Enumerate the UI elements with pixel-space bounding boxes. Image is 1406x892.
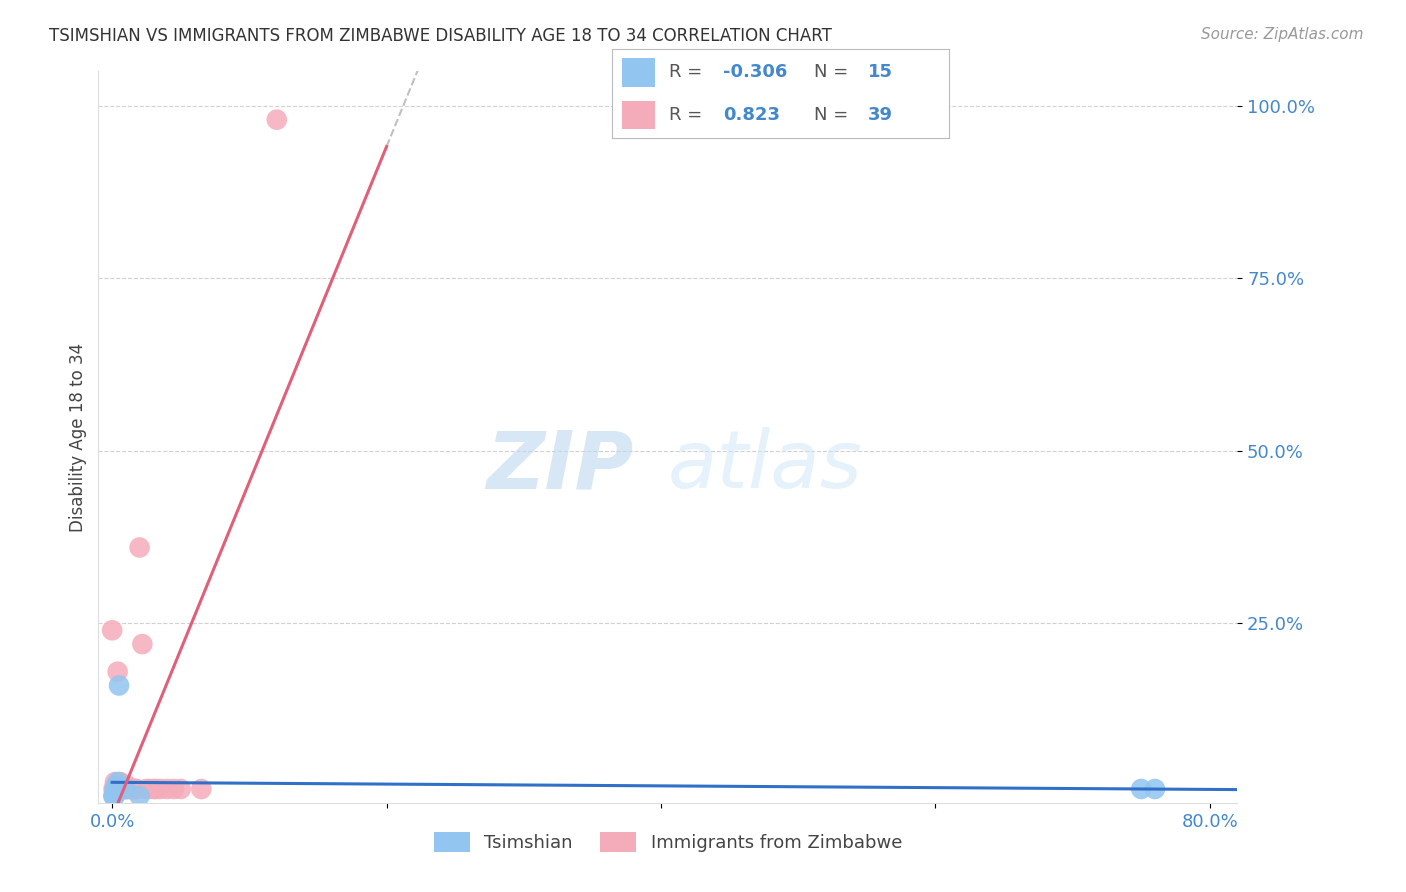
Point (190, 782, 212, 797)
Point (128, 789, 150, 803)
Bar (621, 101, 655, 129)
Point (121, 782, 143, 797)
Point (131, 637, 153, 651)
Point (105, 779, 128, 793)
Point (103, 789, 125, 803)
Point (156, 782, 179, 797)
Point (145, 782, 167, 797)
Point (115, 782, 138, 797)
Point (1130, 782, 1153, 797)
Point (149, 782, 172, 797)
Point (108, 678, 131, 692)
Point (266, 112, 288, 127)
Text: TSIMSHIAN VS IMMIGRANTS FROM ZIMBABWE DISABILITY AGE 18 TO 34 CORRELATION CHART: TSIMSHIAN VS IMMIGRANTS FROM ZIMBABWE DI… (49, 27, 832, 45)
Text: -0.306: -0.306 (723, 63, 787, 81)
Point (108, 782, 131, 797)
Text: N =: N = (814, 63, 853, 81)
Point (121, 782, 143, 797)
Point (110, 782, 132, 797)
Point (103, 782, 125, 797)
Text: 15: 15 (868, 63, 893, 81)
Point (170, 782, 193, 797)
Point (104, 782, 127, 797)
Point (105, 779, 128, 793)
Point (120, 782, 142, 797)
Point (111, 782, 134, 797)
Point (104, 789, 127, 803)
Text: 39: 39 (868, 106, 893, 124)
Text: R =: R = (669, 63, 709, 81)
Point (112, 782, 135, 797)
Bar (621, 58, 655, 87)
Point (118, 782, 141, 797)
Point (104, 782, 127, 797)
Point (117, 782, 139, 797)
Point (107, 775, 129, 789)
Text: ZIP: ZIP (486, 427, 634, 506)
Point (128, 541, 150, 555)
Point (104, 775, 127, 789)
Text: R =: R = (669, 106, 709, 124)
Point (105, 782, 128, 797)
Y-axis label: Disability Age 18 to 34: Disability Age 18 to 34 (69, 343, 87, 532)
Text: N =: N = (814, 106, 853, 124)
Point (110, 775, 132, 789)
Point (107, 782, 129, 797)
Point (108, 782, 131, 797)
Point (122, 782, 145, 797)
Point (115, 782, 138, 797)
Point (101, 624, 124, 638)
Text: Source: ZipAtlas.com: Source: ZipAtlas.com (1201, 27, 1364, 42)
Point (105, 782, 128, 797)
Point (115, 779, 138, 793)
Text: 0.823: 0.823 (723, 106, 780, 124)
Point (107, 782, 129, 797)
Point (135, 782, 157, 797)
Point (114, 782, 136, 797)
Point (163, 782, 186, 797)
Point (124, 782, 146, 797)
Legend: Tsimshian, Immigrants from Zimbabwe: Tsimshian, Immigrants from Zimbabwe (426, 824, 910, 860)
Point (1143, 782, 1166, 797)
Point (112, 779, 135, 793)
Text: atlas: atlas (668, 427, 863, 506)
Point (104, 782, 127, 797)
Point (103, 789, 125, 803)
Point (107, 665, 129, 679)
Point (142, 782, 165, 797)
Point (125, 782, 148, 797)
Point (115, 782, 138, 797)
Point (108, 775, 131, 789)
Point (138, 782, 160, 797)
